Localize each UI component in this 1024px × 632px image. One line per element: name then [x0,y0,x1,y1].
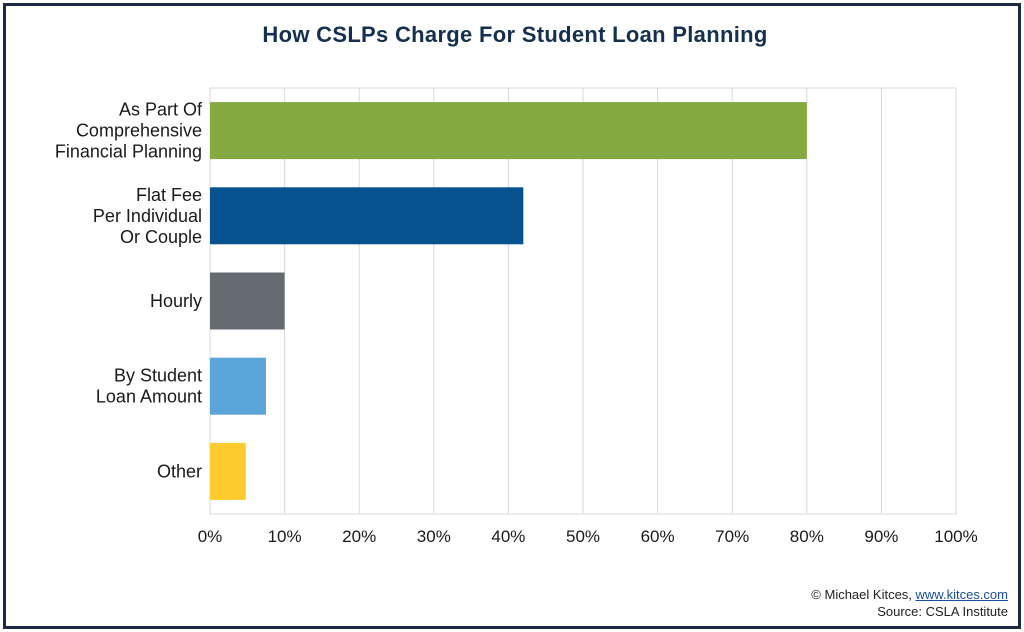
copyright-line: © Michael Kitces, www.kitces.com [811,586,1008,603]
bar [210,102,807,160]
x-tick-label: 10% [268,527,302,546]
chart-frame: How CSLPs Charge For Student Loan Planni… [3,3,1021,629]
category-label-line: Comprehensive [76,121,202,141]
bar [210,272,285,330]
category-label-line: Hourly [150,291,202,311]
category-label-line: As Part Of [119,100,203,120]
category-label-line: Per Individual [93,206,202,226]
x-tick-label: 0% [198,527,223,546]
category-label-line: Or Couple [120,227,202,247]
kitces-link[interactable]: www.kitces.com [915,587,1008,602]
bar [210,187,524,245]
category-label-line: Flat Fee [136,185,202,205]
category-label: By Student Loan Amount [96,366,202,407]
category-label-line: By Student [114,366,202,386]
x-tick-label: 50% [566,527,600,546]
category-label: Hourly [150,291,202,311]
x-tick-label: 30% [417,527,451,546]
category-label-line: Financial Planning [55,142,202,162]
copyright-text: © Michael Kitces, [811,587,916,602]
category-label: Flat Fee Per Individual Or Couple [93,185,202,247]
category-label-line: Loan Amount [96,387,202,407]
x-tick-label: 70% [715,527,749,546]
bar-chart: 0% 10% 20% 30% 40% 50% 60% 70% 80% 90% 100% As Part… [55,87,978,546]
credit-block: © Michael Kitces, www.kitces.com Source:… [811,586,1008,620]
x-tick-label: 20% [342,527,376,546]
x-tick-label: 90% [864,527,898,546]
category-label: Other [157,461,202,481]
x-tick-label: 100% [934,527,977,546]
source-line: Source: CSLA Institute [877,604,1008,619]
x-tick-label: 40% [491,527,525,546]
category-label-line: Other [157,461,202,481]
x-tick-label: 60% [641,527,675,546]
x-tick-label: 80% [790,527,824,546]
chart-title: How CSLPs Charge For Student Loan Planni… [262,22,768,47]
bar [210,442,246,500]
bar [210,357,266,415]
category-label: As Part Of Comprehensive Financial Plannin… [55,100,203,162]
